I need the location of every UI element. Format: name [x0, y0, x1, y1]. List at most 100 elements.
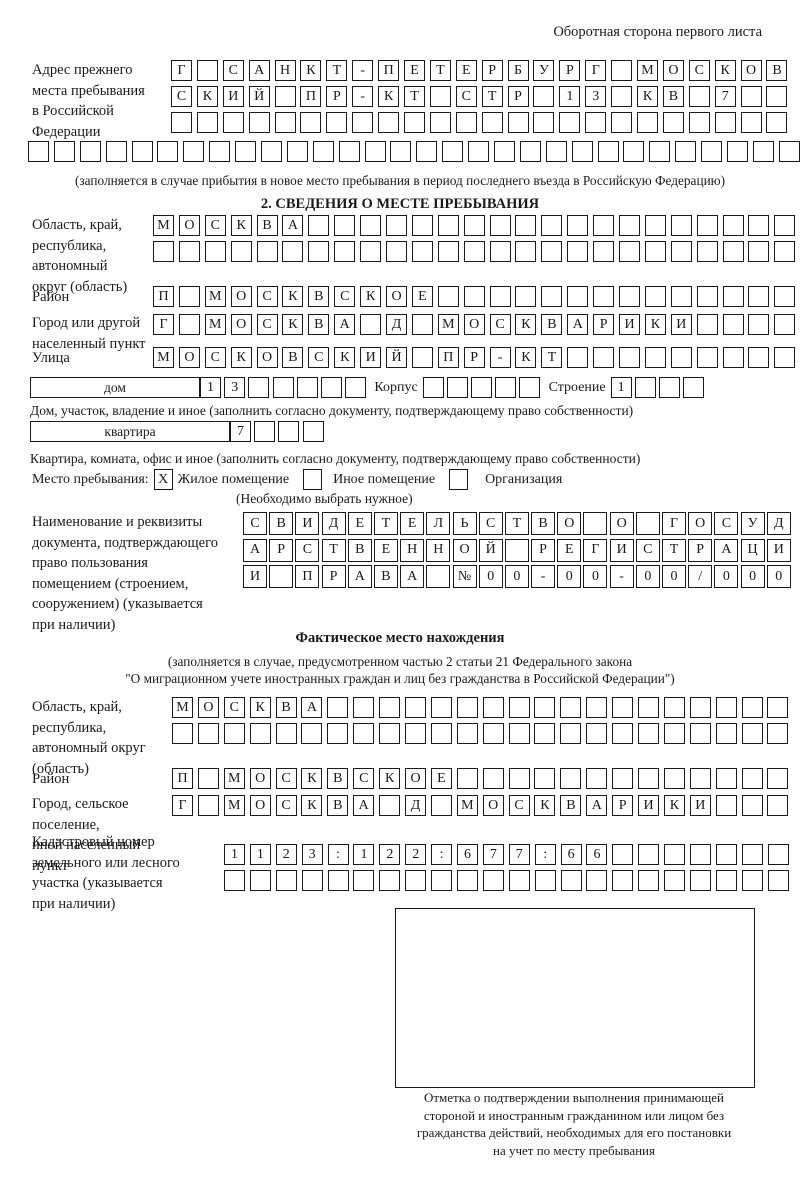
- section2-district-r0-cell-19[interactable]: [644, 286, 666, 307]
- prev-address-r1-cell-3[interactable]: Й: [248, 86, 270, 107]
- actual-district-r0-cell-6[interactable]: В: [327, 768, 349, 789]
- actual-region-r0-cell-5[interactable]: А: [301, 697, 323, 718]
- prev-address-wide-r0-cell-8[interactable]: [235, 141, 257, 162]
- prev-address-wide-r0-cell-26[interactable]: [701, 141, 723, 162]
- actual-region-r0-cell-19[interactable]: [663, 697, 685, 718]
- prev-address-wide-r0-cell-22[interactable]: [597, 141, 619, 162]
- prev-address-r1-cell-0[interactable]: С: [171, 86, 192, 107]
- section2-region-r0-cell-14[interactable]: [515, 215, 537, 236]
- section2-region-r0-cell-16[interactable]: [567, 215, 589, 236]
- cadastral-r0-cell-16[interactable]: [638, 844, 660, 865]
- cadastral-r1-cell-13[interactable]: [560, 870, 582, 891]
- actual-region-r1-cell-6[interactable]: [327, 723, 349, 744]
- actual-city-r0-cell-14[interactable]: К: [534, 795, 556, 816]
- actual-region-r1-cell-20[interactable]: [689, 723, 711, 744]
- section2-region-r1-cell-4[interactable]: [256, 241, 278, 262]
- document-r1-cell-13[interactable]: Г: [583, 538, 608, 562]
- prev-address-r2-cell-3[interactable]: [248, 112, 270, 133]
- section2-city-r0-cell-13[interactable]: С: [489, 314, 511, 335]
- section2-region-r0-cell-19[interactable]: [644, 215, 666, 236]
- actual-region-r1-cell-22[interactable]: [741, 723, 763, 744]
- document-r1-cell-2[interactable]: С: [295, 538, 320, 562]
- house-cell-2[interactable]: [248, 377, 270, 398]
- stroenie-cell-3[interactable]: [683, 377, 705, 398]
- prev-address-r2-cell-6[interactable]: [326, 112, 348, 133]
- cadastral-r1-cell-19[interactable]: [715, 870, 737, 891]
- actual-city-r0-cell-8[interactable]: [379, 795, 401, 816]
- prev-address-wide-r0-cell-12[interactable]: [338, 141, 360, 162]
- actual-region-r0-cell-6[interactable]: [327, 697, 349, 718]
- actual-region-r0-cell-18[interactable]: [638, 697, 660, 718]
- section2-city-r0-cell-5[interactable]: К: [282, 314, 304, 335]
- section2-region-r1-cell-10[interactable]: [411, 241, 433, 262]
- section2-region-r1-cell-20[interactable]: [670, 241, 692, 262]
- stay-type-checkbox-0[interactable]: X: [153, 469, 173, 490]
- section2-region-r0-cell-3[interactable]: К: [230, 215, 252, 236]
- document-r0-cell-13[interactable]: [583, 512, 608, 535]
- prev-address-r2-cell-15[interactable]: [559, 112, 581, 133]
- document-r1-cell-10[interactable]: [504, 538, 529, 562]
- flat-cells[interactable]: 7: [230, 421, 327, 442]
- actual-region-r1-cell-4[interactable]: [275, 723, 297, 744]
- section2-region-r0-cell-6[interactable]: [308, 215, 330, 236]
- actual-city-r0-cell-0[interactable]: Г: [172, 795, 193, 816]
- section2-region-r0-cell-2[interactable]: С: [204, 215, 226, 236]
- flat-cell-0[interactable]: 7: [230, 421, 251, 442]
- actual-region-r0-cell-2[interactable]: С: [223, 697, 245, 718]
- actual-region-r1-cell-17[interactable]: [612, 723, 634, 744]
- document-r1-cell-14[interactable]: И: [609, 538, 634, 562]
- korpus-cell-4[interactable]: [519, 377, 541, 398]
- actual-region-r1-cell-1[interactable]: [197, 723, 219, 744]
- cadastral-r1-cell-15[interactable]: [612, 870, 634, 891]
- korpus-cell-0[interactable]: [422, 377, 444, 398]
- cadastral-r1-cell-17[interactable]: [664, 870, 686, 891]
- document-r0-cell-10[interactable]: Т: [504, 512, 529, 535]
- document-r0-cell-3[interactable]: Д: [321, 512, 346, 535]
- actual-district-r0-cell-16[interactable]: [586, 768, 608, 789]
- cadastral-r0-cell-9[interactable]: 6: [457, 844, 479, 865]
- cadastral-r1-cell-1[interactable]: [249, 870, 271, 891]
- document-r2-cell-5[interactable]: В: [373, 565, 398, 588]
- prev-address-r1-cell-12[interactable]: Т: [481, 86, 503, 107]
- actual-district-r0-cell-10[interactable]: Е: [430, 768, 452, 789]
- prev-address-r2-cell-7[interactable]: [352, 112, 374, 133]
- prev-address-wide-r0-cell-3[interactable]: [105, 141, 127, 162]
- actual-region-r0-cell-16[interactable]: [586, 697, 608, 718]
- document-r0-cell-5[interactable]: Т: [373, 512, 398, 535]
- prev-address-r0-cell-5[interactable]: К: [300, 60, 322, 81]
- actual-city-r0-cell-1[interactable]: [197, 795, 219, 816]
- section2-city-r0-cell-10[interactable]: [411, 314, 433, 335]
- house-cell-6[interactable]: [345, 377, 367, 398]
- prev-address-wide-r0-cell-9[interactable]: [261, 141, 283, 162]
- prev-address-r2-cell-18[interactable]: [637, 112, 659, 133]
- document-r1-cell-11[interactable]: Р: [531, 538, 556, 562]
- section2-region-r0-cell-22[interactable]: [722, 215, 744, 236]
- section2-region-r0-cell-12[interactable]: [463, 215, 485, 236]
- stamp-box[interactable]: [395, 908, 755, 1088]
- cadastral-r1-cell-16[interactable]: [638, 870, 660, 891]
- document-r2-cell-0[interactable]: И: [243, 565, 267, 588]
- stroenie-cell-0[interactable]: 1: [610, 377, 632, 398]
- document-r1-cell-7[interactable]: Н: [426, 538, 451, 562]
- actual-district-r0-cell-20[interactable]: [689, 768, 711, 789]
- cadastral-r1-cell-0[interactable]: [224, 870, 245, 891]
- cadastral-r0-cell-10[interactable]: 7: [482, 844, 504, 865]
- document-r1-cell-6[interactable]: Н: [400, 538, 425, 562]
- actual-region-r1-cell-2[interactable]: [223, 723, 245, 744]
- section2-district-r0-cell-13[interactable]: [489, 286, 511, 307]
- prev-address-r0-cell-0[interactable]: Г: [171, 60, 192, 81]
- actual-city-r0-cell-19[interactable]: К: [663, 795, 685, 816]
- cadastral-r0-cell-0[interactable]: 1: [224, 844, 245, 865]
- korpus-cell-2[interactable]: [471, 377, 493, 398]
- prev-address-r0-cell-7[interactable]: -: [352, 60, 374, 81]
- actual-region-r0-cell-1[interactable]: О: [197, 697, 219, 718]
- document-r0-cell-15[interactable]: [635, 512, 660, 535]
- prev-address-r2-cell-22[interactable]: [740, 112, 762, 133]
- section2-flat-row[interactable]: квартира 7: [30, 421, 327, 442]
- section2-street-r0-cell-5[interactable]: В: [282, 347, 304, 368]
- cadastral-r0-cell-12[interactable]: :: [534, 844, 556, 865]
- actual-region-r0-cell-9[interactable]: [405, 697, 427, 718]
- document-r0-cell-19[interactable]: У: [740, 512, 765, 535]
